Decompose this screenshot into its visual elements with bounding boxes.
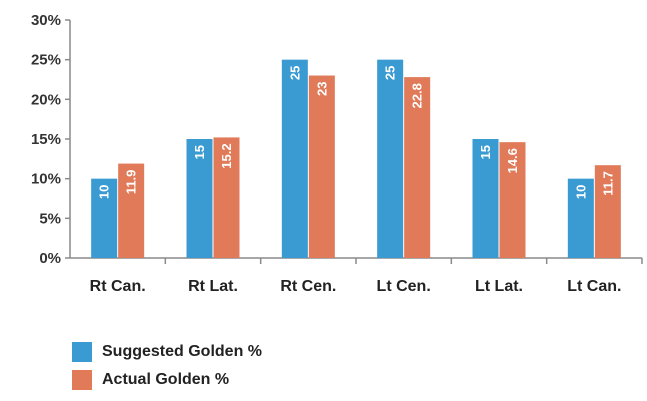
y-tick-label: 30% (31, 12, 61, 29)
data-label: 14.6 (505, 148, 520, 173)
bar-actual (404, 77, 431, 259)
bar-actual (594, 165, 621, 258)
data-label: 23 (314, 82, 329, 96)
bar-suggested (472, 139, 499, 258)
data-label: 10 (573, 185, 588, 199)
legend-swatch-suggested (72, 342, 92, 362)
bar-actual (118, 163, 145, 258)
data-label: 15 (192, 145, 207, 159)
data-label: 15.2 (219, 143, 234, 168)
bar-actual (308, 75, 335, 259)
y-tick-label: 20% (31, 91, 61, 108)
y-tick-label: 25% (31, 52, 61, 69)
x-tick-label: Lt Lat. (475, 278, 523, 295)
data-label: 22.8 (410, 83, 425, 108)
y-tick-label: 15% (31, 131, 61, 148)
data-label: 25 (383, 66, 398, 80)
bar-actual (499, 142, 526, 258)
bar-actual (213, 137, 240, 258)
data-label: 11.7 (600, 171, 615, 196)
y-tick-label: 5% (39, 210, 61, 227)
legend-swatch-actual (72, 370, 92, 390)
data-label: 11.9 (124, 170, 139, 195)
x-tick-label: Rt Cen. (280, 278, 336, 295)
data-label: 25 (287, 66, 302, 80)
bar-suggested (91, 178, 118, 258)
legend-label-actual: Actual Golden % (102, 371, 230, 388)
x-tick-label: Lt Can. (567, 278, 621, 295)
y-tick-label: 10% (31, 171, 61, 188)
bar-suggested (377, 59, 404, 258)
x-tick-label: Rt Lat. (188, 278, 238, 295)
data-label: 10 (97, 185, 112, 199)
legend-item-actual: Actual Golden % (72, 366, 262, 394)
bar-suggested (186, 139, 213, 258)
bar-suggested (567, 178, 594, 258)
x-tick-label: Rt Can. (90, 278, 146, 295)
legend-label-suggested: Suggested Golden % (102, 343, 263, 360)
bar-suggested (281, 59, 308, 258)
x-tick-label: Lt Cen. (377, 278, 431, 295)
data-label: 15 (478, 145, 493, 159)
chart-legend: Suggested Golden % Actual Golden % (72, 338, 262, 394)
legend-item-suggested: Suggested Golden % (72, 338, 262, 366)
y-tick-label: 0% (39, 250, 61, 267)
